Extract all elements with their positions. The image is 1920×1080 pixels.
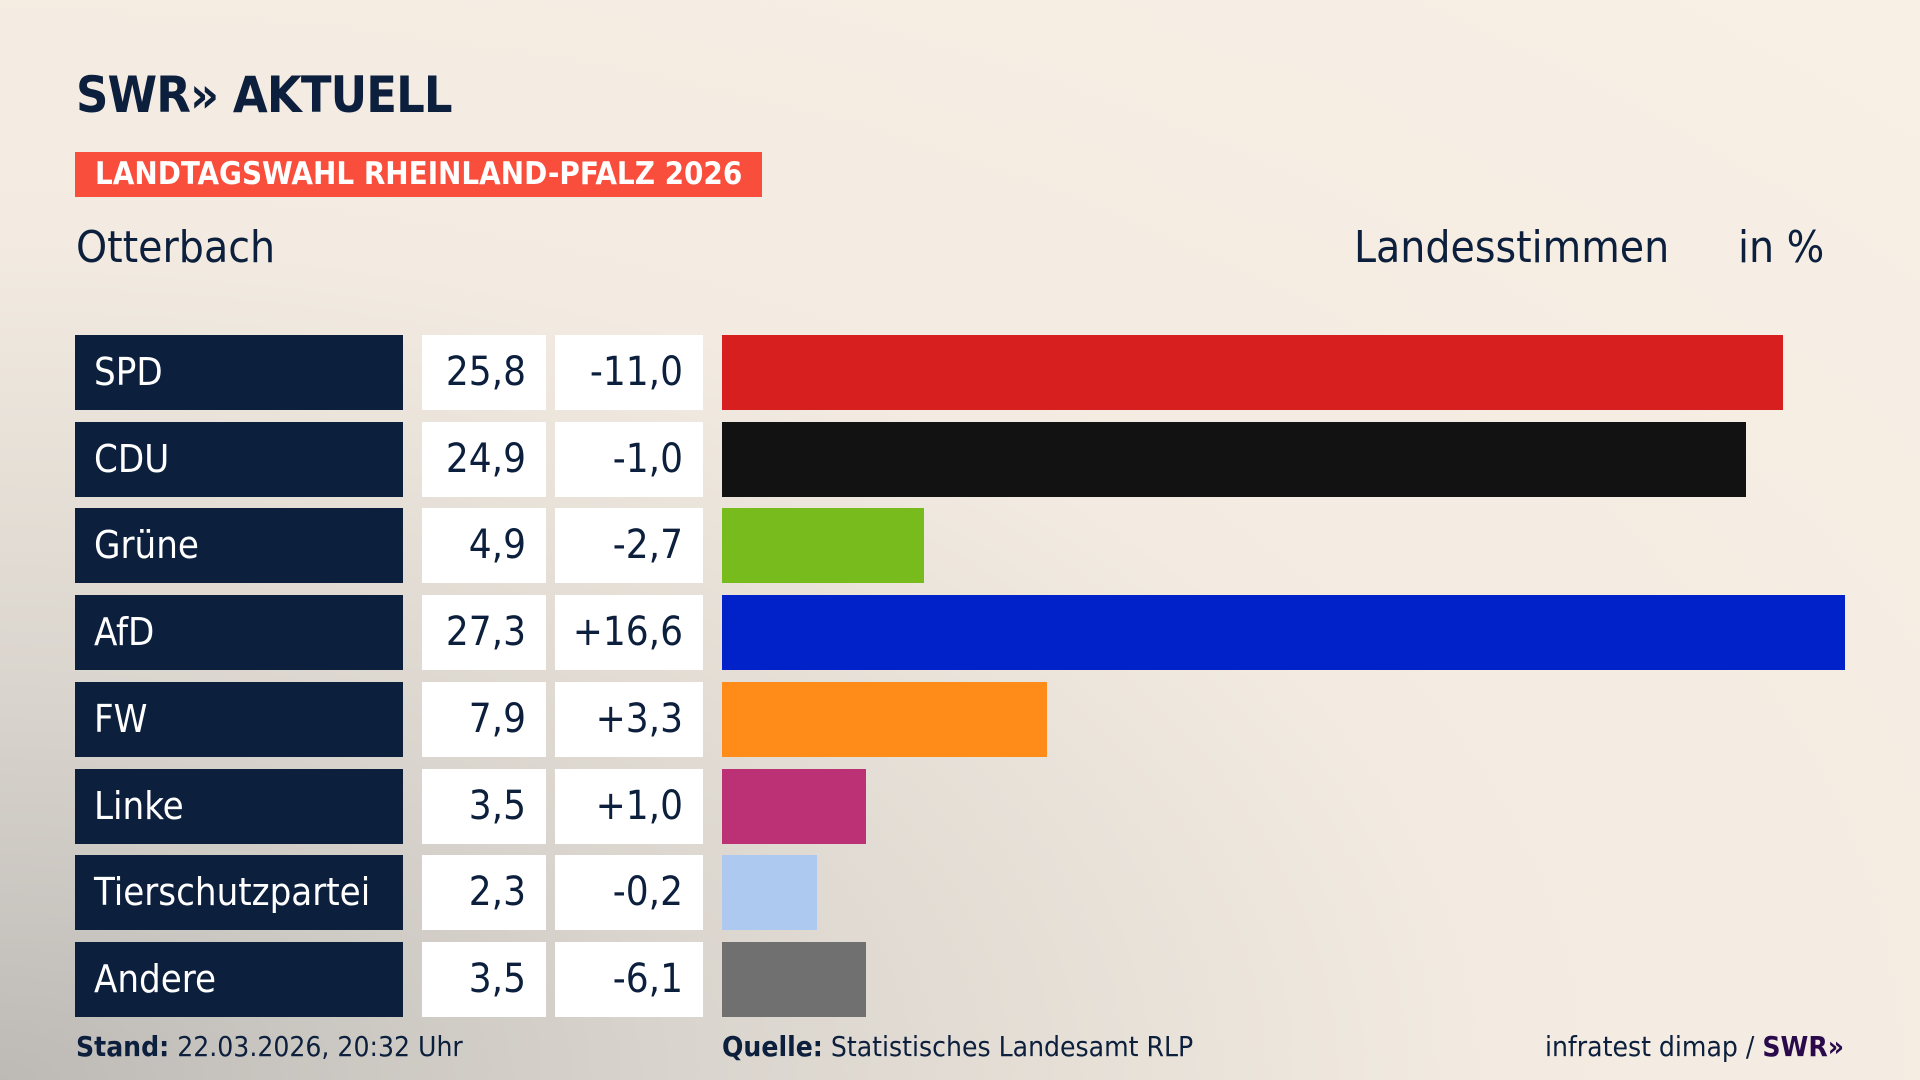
stand-value: 22.03.2026, 20:32 Uhr [177,1030,463,1063]
result-row: Linke 3,5 +1,0 [0,768,1920,844]
party-name: AfD [75,595,403,671]
vote-share: 3,5 [422,941,546,1017]
result-row: Andere 3,5 -6,1 [0,941,1920,1017]
result-row: SPD 25,8 -11,0 [0,335,1920,410]
party-name: Linke [75,768,403,844]
bar-linke [722,768,866,844]
unit-label: in % [1738,222,1825,273]
vote-change: -1,0 [555,421,703,497]
vote-change: +16,6 [555,595,703,671]
vote-change: -2,7 [555,508,703,584]
result-row: AfD 27,3 +16,6 [0,595,1920,671]
bar-spd [722,335,1784,410]
bar-afd [722,595,1845,671]
party-name: Tierschutzpartei [75,855,403,931]
vote-change: -6,1 [555,941,703,1017]
region-title: Otterbach [76,222,276,273]
bar-fw [722,681,1047,757]
bar-andere [722,941,866,1017]
credit-text: infratest dimap / [1544,1030,1763,1063]
swr-aktuell-logo: SWR» AKTUELL [76,66,453,124]
swr-logo: SWR» [1762,1030,1844,1063]
stand-label: Stand: [76,1030,170,1063]
result-row: FW 7,9 +3,3 [0,681,1920,757]
vote-share: 25,8 [422,335,546,410]
bar-tierschutzpartei [722,855,817,931]
vote-share: 27,3 [422,595,546,671]
credit: infratest dimap / SWR» [1545,1030,1844,1063]
timestamp: Stand: 22.03.2026, 20:32 Uhr [76,1030,463,1063]
bar-cdu [722,421,1747,497]
party-name: CDU [75,421,403,497]
result-row: Tierschutzpartei 2,3 -0,2 [0,855,1920,931]
election-banner: LANDTAGSWAHL RHEINLAND-PFALZ 2026 [75,152,763,197]
party-name: FW [75,681,403,757]
party-name: SPD [75,335,403,410]
result-row: CDU 24,9 -1,0 [0,421,1920,497]
vote-share: 2,3 [422,855,546,931]
vote-share: 7,9 [422,681,546,757]
source-label: Quelle: [722,1030,823,1063]
source: Quelle: Statistisches Landesamt RLP [722,1030,1193,1063]
vote-change: -0,2 [555,855,703,931]
vote-share: 24,9 [422,421,546,497]
source-value: Statistisches Landesamt RLP [830,1030,1194,1063]
vote-change: +1,0 [555,768,703,844]
vote-change: +3,3 [555,681,703,757]
bar-grüne [722,508,924,584]
vote-share: 3,5 [422,768,546,844]
result-row: Grüne 4,9 -2,7 [0,508,1920,584]
party-name: Grüne [75,508,403,584]
measure-label: Landesstimmen [1354,222,1670,273]
party-name: Andere [75,941,403,1017]
vote-share: 4,9 [422,508,546,584]
vote-change: -11,0 [555,335,703,410]
